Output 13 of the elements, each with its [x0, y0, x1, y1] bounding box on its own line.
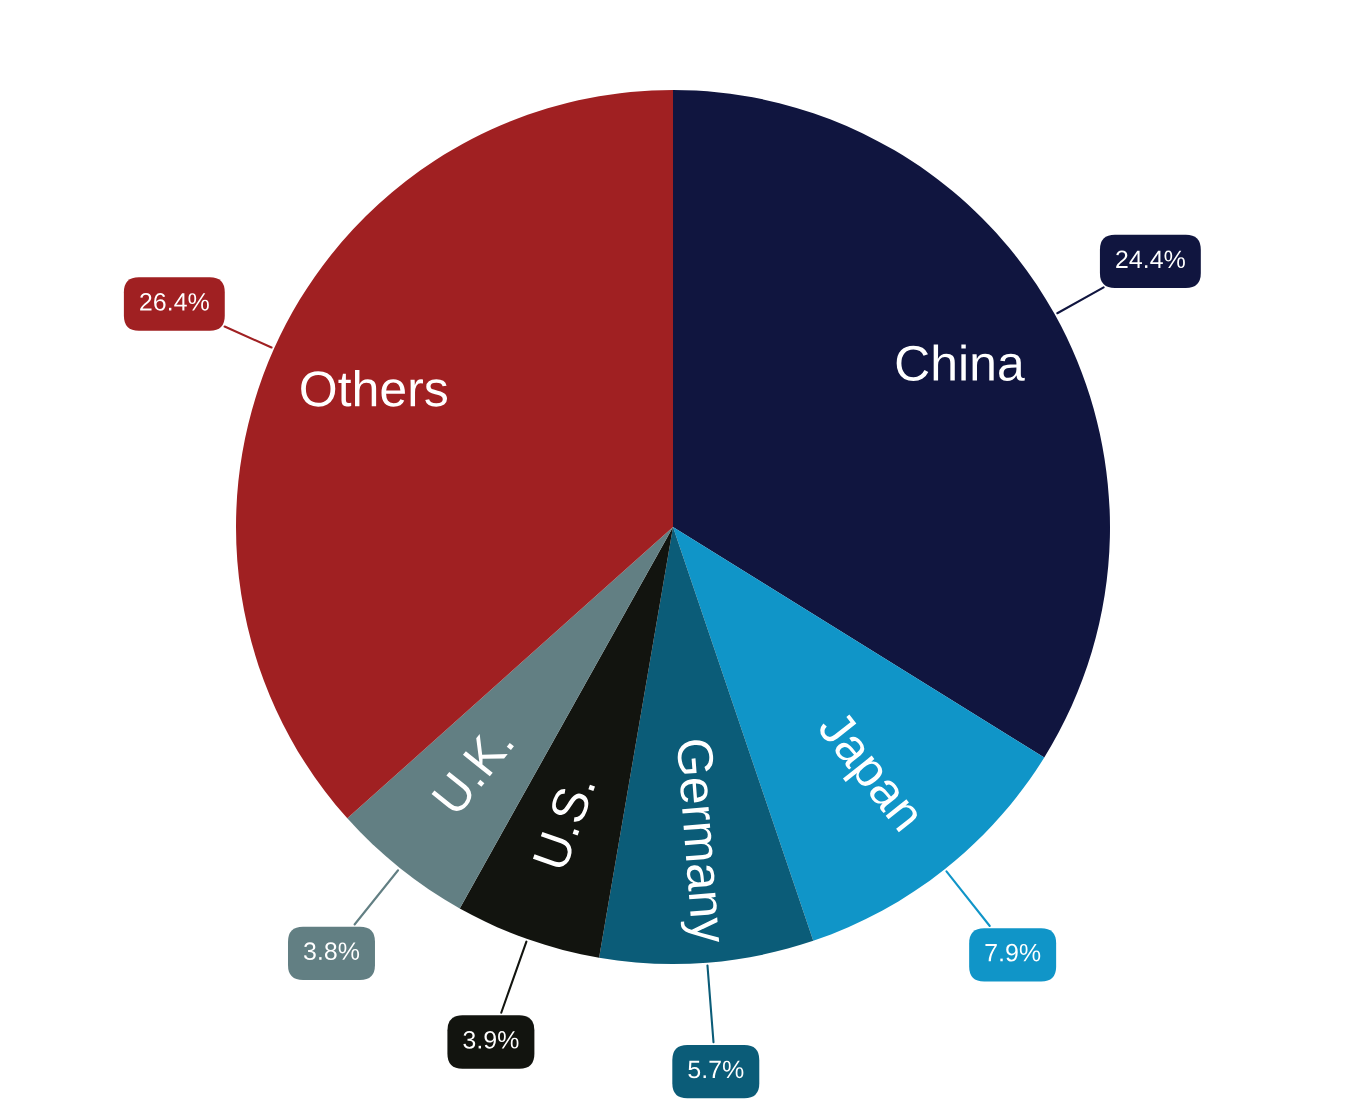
data-label: 24.4% — [1116, 250, 1185, 269]
slice-label: Germany — [666, 738, 728, 945]
slice-label: U.K. — [431, 724, 515, 816]
pie-slice — [347, 527, 673, 909]
slice-label: China — [896, 344, 1025, 382]
pie-slice — [673, 527, 1045, 941]
data-label: 5.7% — [688, 1060, 744, 1079]
data-label: 3.8% — [303, 942, 360, 961]
data-label: 26.4% — [140, 293, 209, 311]
slice-label: Others — [301, 369, 448, 407]
data-label: 3.9% — [463, 1031, 519, 1049]
slice-label: U.S. — [532, 774, 596, 871]
data-label: 7.9% — [985, 943, 1041, 962]
